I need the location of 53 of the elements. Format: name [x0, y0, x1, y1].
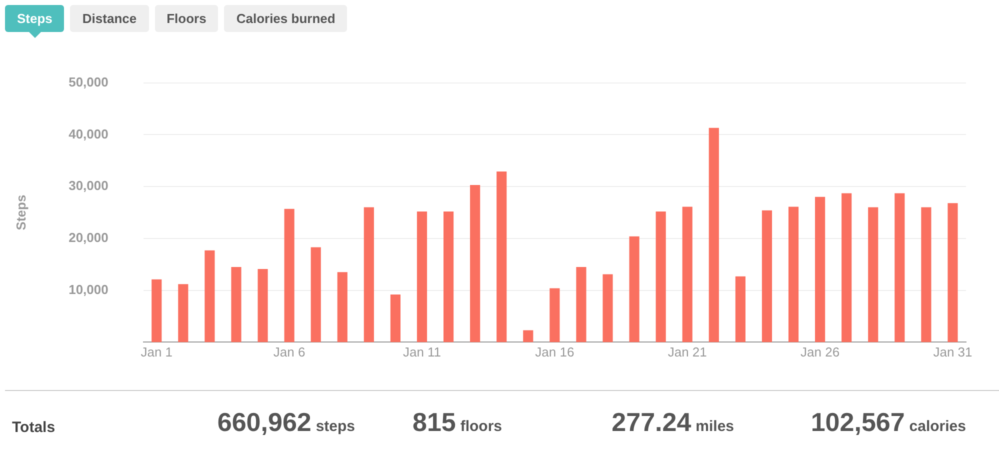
bar: [894, 193, 905, 342]
bar: [231, 266, 242, 342]
bar: [868, 207, 878, 342]
bar: [152, 279, 162, 342]
bar: [708, 128, 719, 342]
y-axis-title: Steps: [13, 194, 28, 230]
bar: [284, 208, 294, 342]
bar: [762, 210, 772, 342]
y-tick-label: 30,000: [68, 178, 108, 194]
bar: [443, 211, 454, 342]
bar: [735, 276, 746, 342]
x-tick-label: Jan 11: [402, 344, 442, 360]
bar: [550, 288, 560, 342]
bar: [921, 207, 932, 342]
bar: [656, 211, 666, 342]
bar: [364, 207, 374, 342]
bar: [258, 269, 268, 342]
bar: [337, 272, 348, 342]
x-tick-label: Jan 16: [535, 344, 574, 360]
y-tick-label: 50,000: [68, 74, 108, 90]
text: 277.24 miles: [612, 407, 734, 437]
x-tick-label: Jan 21: [668, 344, 707, 360]
bar: [496, 172, 507, 342]
x-tick-label: Jan 6: [273, 344, 306, 360]
bar: [788, 206, 799, 342]
x-tick-label: Jan 1: [140, 344, 173, 360]
text: 660,962 steps: [217, 407, 355, 437]
text: Floors: [154, 5, 218, 32]
bar: [629, 236, 640, 342]
text: 815 floors: [412, 407, 502, 437]
text: Distance: [70, 5, 149, 32]
bar: [842, 193, 852, 342]
y-tick-label: 20,000: [68, 230, 108, 246]
bar: [390, 294, 401, 342]
x-tick-label: Jan 31: [933, 344, 972, 360]
y-tick-label: 10,000: [68, 282, 108, 297]
text: Steps: [5, 5, 64, 32]
bar: [178, 284, 188, 342]
bar: [602, 274, 613, 342]
bar: [523, 330, 534, 342]
bar: [948, 203, 958, 342]
bar: [310, 247, 321, 342]
bar: [576, 266, 586, 342]
y-tick-label: 40,000: [68, 126, 108, 142]
text: Totals: [12, 419, 56, 436]
bar: [815, 196, 826, 342]
bar: [470, 185, 480, 342]
text: 102,567 calories: [810, 407, 966, 437]
bar: [682, 206, 692, 342]
bar: [204, 250, 215, 342]
text: Calories burned: [224, 5, 348, 32]
x-tick-label: Jan 26: [800, 344, 840, 360]
bar: [416, 211, 428, 342]
